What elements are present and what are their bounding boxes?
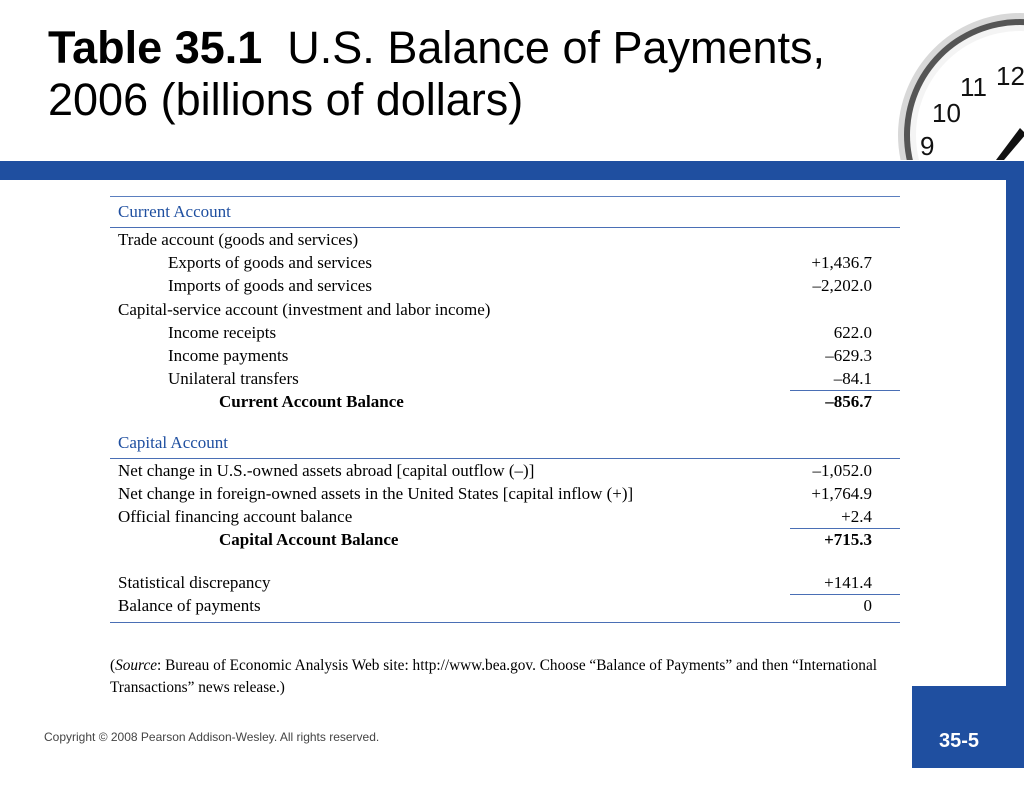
table-row: Income receipts 622.0 (168, 322, 872, 342)
table-row: Imports of goods and services –2,202.0 (168, 276, 872, 296)
capital-account-balance-row: Capital Account Balance +715.3 (110, 528, 900, 551)
current-account-balance-row: Current Account Balance –856.7 (110, 390, 900, 413)
capital-account-heading: Capital Account (118, 432, 229, 452)
title-table-number: Table 35.1 (48, 22, 263, 73)
clock-numeral-9: 9 (920, 131, 934, 160)
table-row: Official financing account balance +2.4 (118, 506, 872, 526)
right-strip (1006, 180, 1024, 768)
table-row: Exports of goods and services +1,436.7 (168, 253, 872, 273)
statistical-discrepancy-row: Statistical discrepancy +141.4 (118, 573, 872, 593)
table-row: Unilateral transfers –84.1 (168, 369, 872, 389)
table-row: Net change in foreign-owned assets in th… (118, 483, 872, 503)
source-text: : Bureau of Economic Analysis Web site: … (110, 657, 877, 696)
table-row: Income payments –629.3 (168, 345, 872, 365)
copyright-notice: Copyright © 2008 Pearson Addison-Wesley.… (44, 730, 380, 744)
table-row: Trade account (goods and services) (118, 230, 359, 249)
clock-image: 12 11 10 9 (880, 0, 1024, 160)
source-note: (Source: Bureau of Economic Analysis Web… (110, 657, 877, 696)
slide-title: Table 35.1 U.S. Balance of Payments, 200… (48, 22, 888, 126)
table-row: Capital-service account (investment and … (118, 299, 491, 319)
balance-of-payments-table: Current Account Trade account (goods and… (110, 196, 900, 623)
source-label: Source (115, 657, 158, 674)
current-account-heading: Current Account (118, 202, 231, 221)
clock-numeral-10: 10 (932, 98, 961, 128)
clock-numeral-11: 11 (960, 72, 987, 102)
table-row: Net change in U.S.-owned assets abroad [… (118, 460, 872, 480)
page-number: 35-5 (912, 686, 1006, 768)
title-band (0, 161, 1024, 180)
clock-icon: 12 11 10 9 (898, 13, 1024, 160)
title-text: U.S. Balance of Payments, 2006 (billions… (48, 22, 826, 125)
clock-numeral-12: 12 (996, 61, 1024, 91)
balance-of-payments-row: Balance of payments 0 (110, 594, 900, 617)
